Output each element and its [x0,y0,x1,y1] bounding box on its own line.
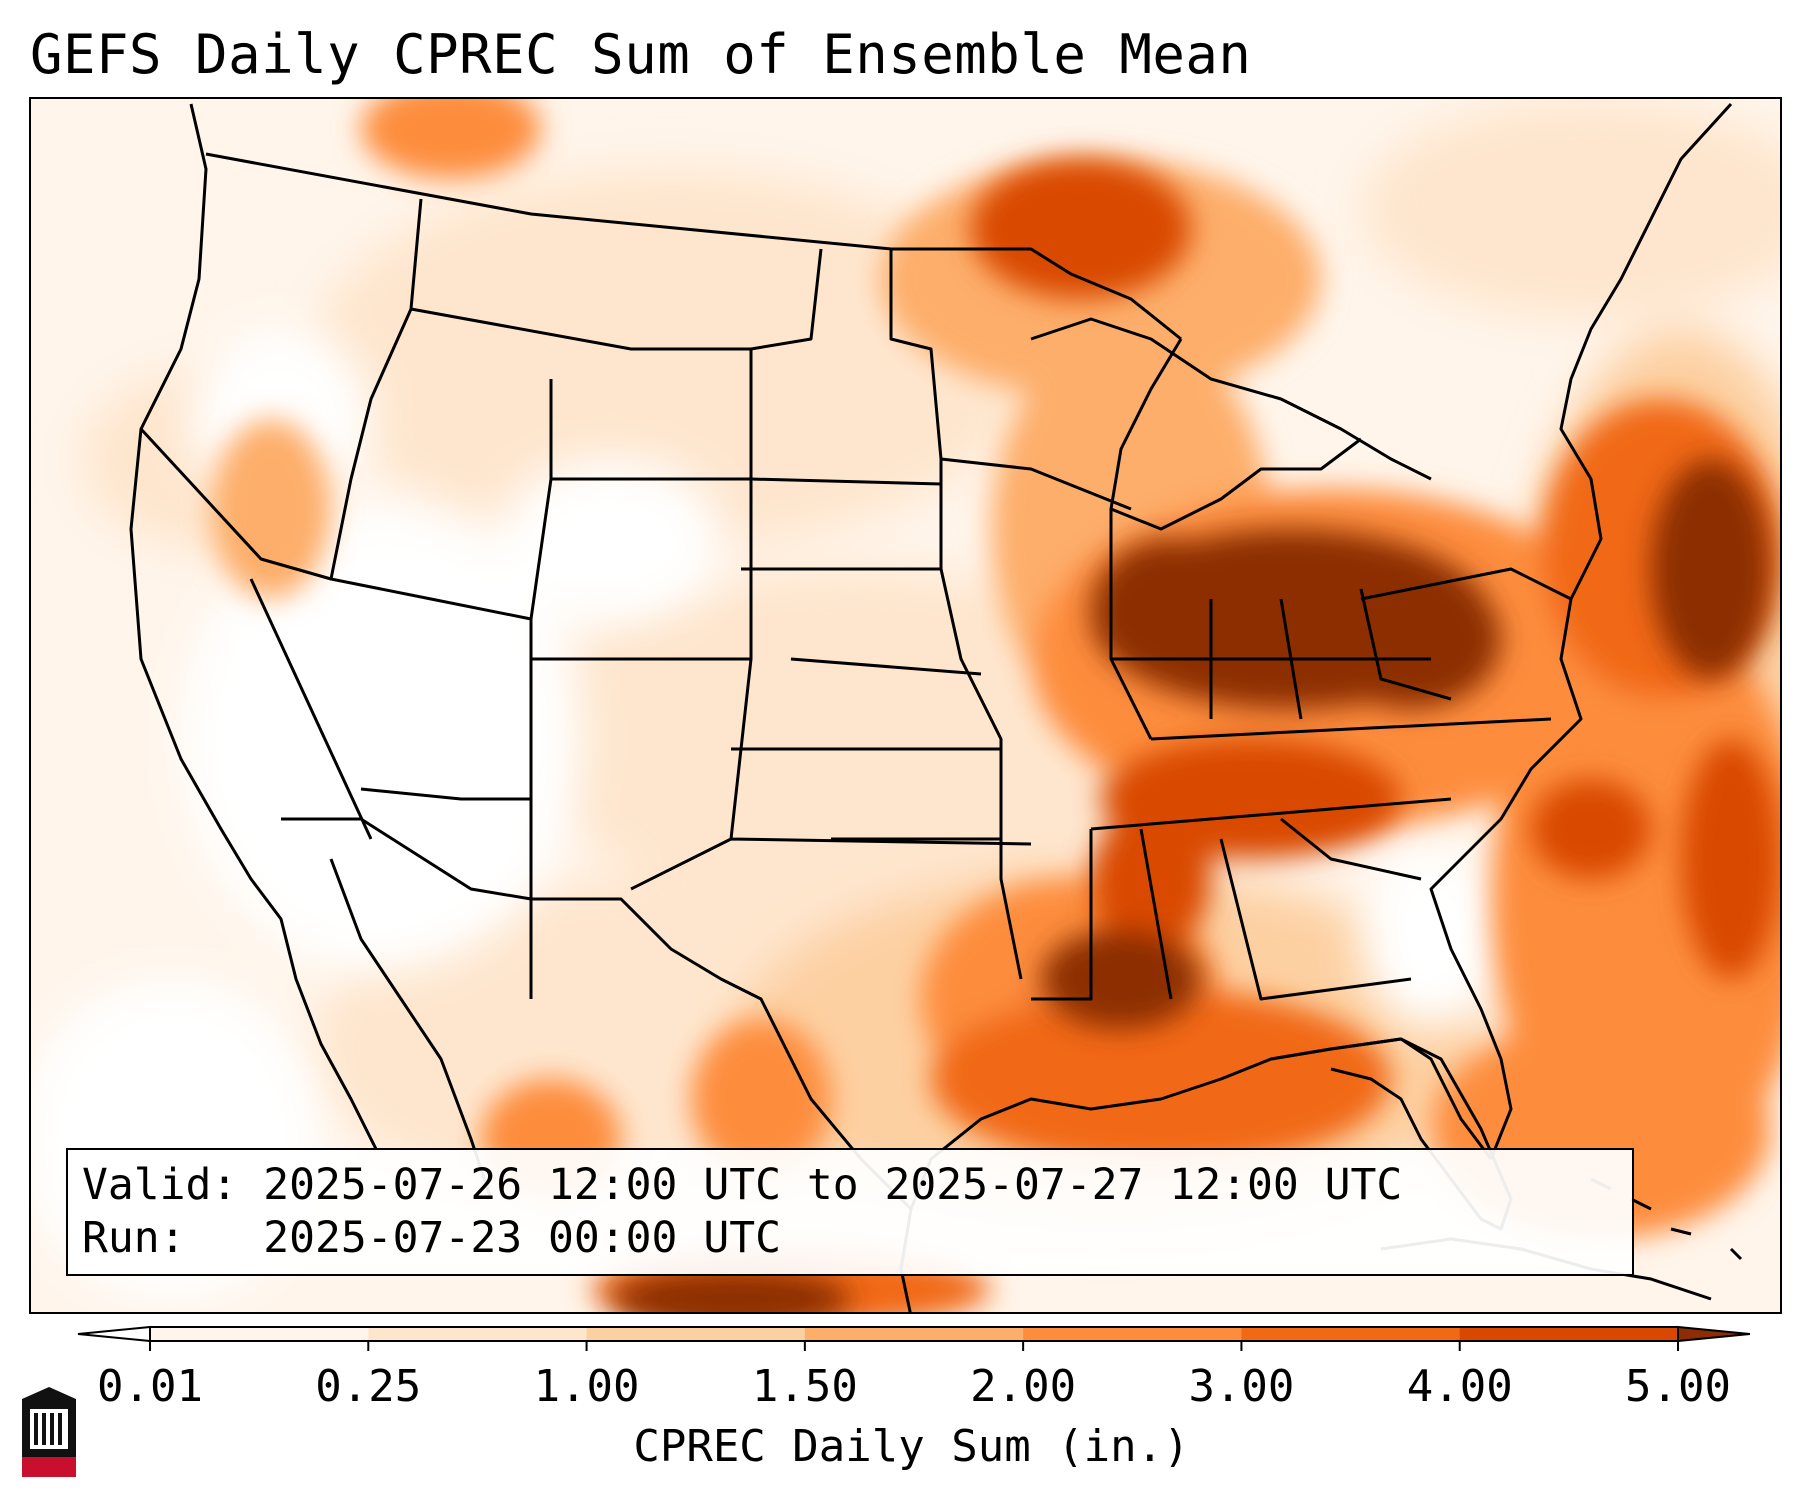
colorbar-segment [150,1327,369,1341]
boundaries [129,102,1743,1312]
colorbar-tick-label: 4.00 [1406,1361,1513,1412]
state-lines-east [940,457,1572,1001]
precip-field-heavy [611,159,1780,1312]
chart-title: GEFS Daily CPREC Sum of Ensemble Mean [30,23,1252,86]
colorbar-segment [1459,1327,1679,1341]
colorbar-segment [1241,1327,1461,1341]
west-coast-outline [129,103,378,1150]
northeast-coast [1429,102,1733,1160]
mexico-border [281,817,913,1211]
colorbar-tick-label: 5.00 [1625,1361,1731,1412]
precip-map [31,99,1780,1312]
colorbar-segment [586,1327,806,1341]
niu-logo-icon [22,1387,76,1477]
colorbar-segment [368,1327,588,1341]
colorbar-segment [1023,1327,1242,1341]
colorbar-label: CPREC Daily Sum (in.) [633,1421,1190,1472]
run-time-text: Run: 2025-07-23 00:00 UTC [82,1213,781,1263]
colorbar-outline [149,1326,1679,1342]
canada-border [205,152,1182,341]
colorbar-over-arrow [1677,1325,1750,1343]
colorbar-tick-label: 0.01 [97,1361,203,1412]
valid-run-info-box: Valid: 2025-07-26 12:00 UTC to 2025-07-2… [66,1148,1634,1276]
great-lakes [1030,317,1432,531]
colorbar-segment [804,1327,1024,1341]
colorbar-segments [77,1325,1750,1343]
valid-time-text: Valid: 2025-07-26 12:00 UTC to 2025-07-2… [82,1160,1403,1210]
colorbar-ticks [149,1341,1679,1351]
colorbar-tick-label: 1.00 [533,1361,640,1412]
colorbar-tick-label: 1.50 [751,1361,858,1412]
colorbar [77,1325,1750,1351]
state-lines-plains [731,248,1023,980]
map-panel [29,97,1782,1314]
colorbar-under-arrow [77,1325,151,1343]
colorbar-tick-label: 3.00 [1188,1361,1295,1412]
colorbar-tick-label: 0.25 [315,1361,422,1412]
colorbar-tick-label: 2.00 [970,1361,1077,1412]
